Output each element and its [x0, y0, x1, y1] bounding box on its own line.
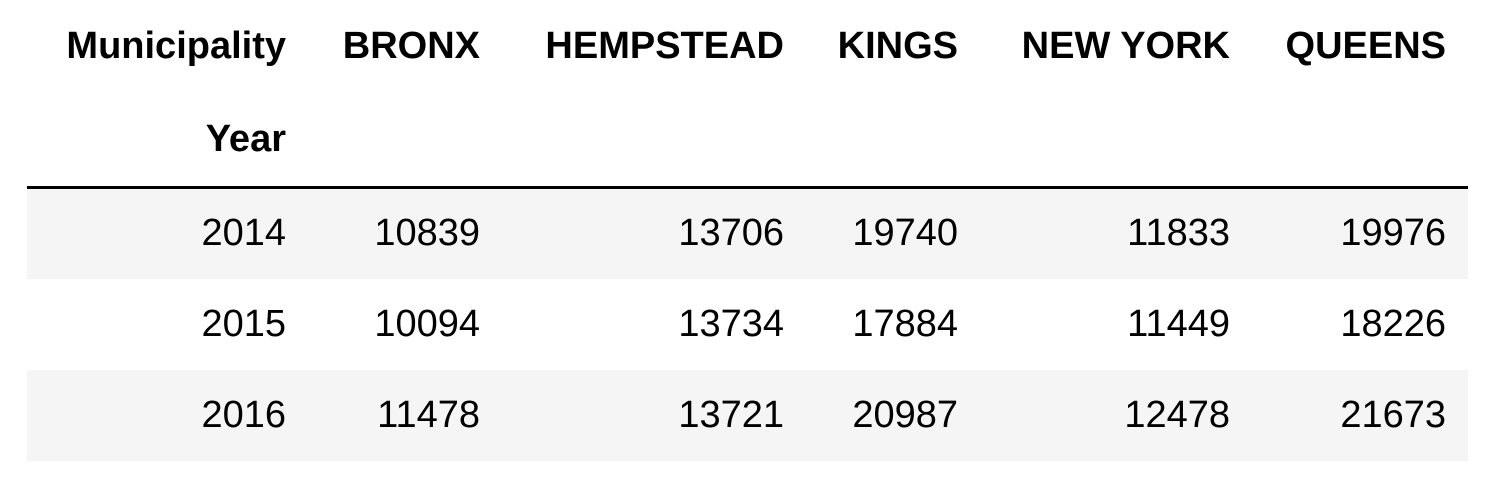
table-cell: 13734: [678, 302, 784, 345]
empty-header-cell: [806, 92, 980, 188]
table-cell: 21673: [1340, 393, 1446, 436]
index-name-label: Year: [205, 117, 286, 160]
table-cell: 11449: [1127, 302, 1230, 345]
row-index-year: 2016: [201, 393, 286, 436]
columns-name-label: Municipality: [66, 24, 286, 67]
table-cell: 11478: [377, 393, 480, 436]
table-cell: 17884: [852, 302, 958, 345]
index-header-row: Year: [27, 92, 1468, 188]
row-index-year: 2015: [201, 302, 286, 345]
empty-header-cell: [502, 92, 806, 188]
column-header-kings: KINGS: [837, 24, 958, 67]
table-cell: 11833: [1127, 212, 1230, 255]
table-cell: 19740: [852, 212, 958, 255]
empty-header-cell: [1252, 92, 1468, 188]
table-cell: 13706: [678, 212, 784, 255]
table-row: 2016 11478 13721 20987 12478 21673: [27, 369, 1468, 461]
table-cell: 18226: [1340, 302, 1446, 345]
table-row: 2015 10094 13734 17884 11449 18226: [27, 279, 1468, 370]
empty-header-cell: [980, 92, 1252, 188]
column-header-bronx: BRONX: [342, 24, 480, 67]
data-table: Municipality BRONX HEMPSTEAD KINGS NEW Y…: [27, 0, 1468, 461]
table-row: 2014 10839 13706 19740 11833 19976: [27, 187, 1468, 279]
empty-header-cell: [308, 92, 502, 188]
data-table-container: Municipality BRONX HEMPSTEAD KINGS NEW Y…: [27, 0, 1468, 461]
column-header-hempstead: HEMPSTEAD: [545, 24, 784, 67]
column-header-row: Municipality BRONX HEMPSTEAD KINGS NEW Y…: [27, 0, 1468, 92]
row-index-year: 2014: [201, 212, 286, 255]
column-header-new-york: NEW YORK: [1021, 24, 1230, 67]
column-header-queens: QUEENS: [1285, 24, 1446, 67]
table-cell: 10094: [374, 302, 480, 345]
table-cell: 10839: [374, 212, 480, 255]
table-cell: 20987: [852, 393, 958, 436]
table-cell: 13721: [678, 393, 784, 436]
table-cell: 12478: [1124, 393, 1230, 436]
table-cell: 19976: [1340, 212, 1446, 255]
